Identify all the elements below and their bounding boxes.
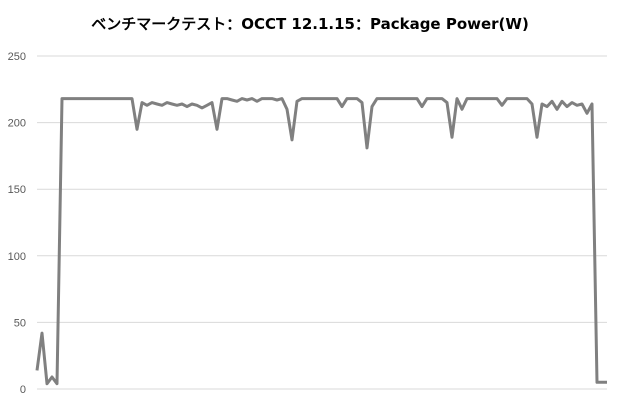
y-tick-label: 200: [8, 118, 26, 130]
series-line: [35, 97, 607, 386]
y-tick-label: 100: [8, 251, 26, 263]
y-tick-label: 50: [14, 317, 26, 329]
chart-title: ベンチマークテスト：OCCT 12.1.15：Package Power(W): [91, 15, 529, 33]
y-tick-label: 0: [20, 384, 26, 396]
y-tick-label: 250: [8, 51, 26, 63]
y-tick-label: 150: [8, 184, 26, 196]
